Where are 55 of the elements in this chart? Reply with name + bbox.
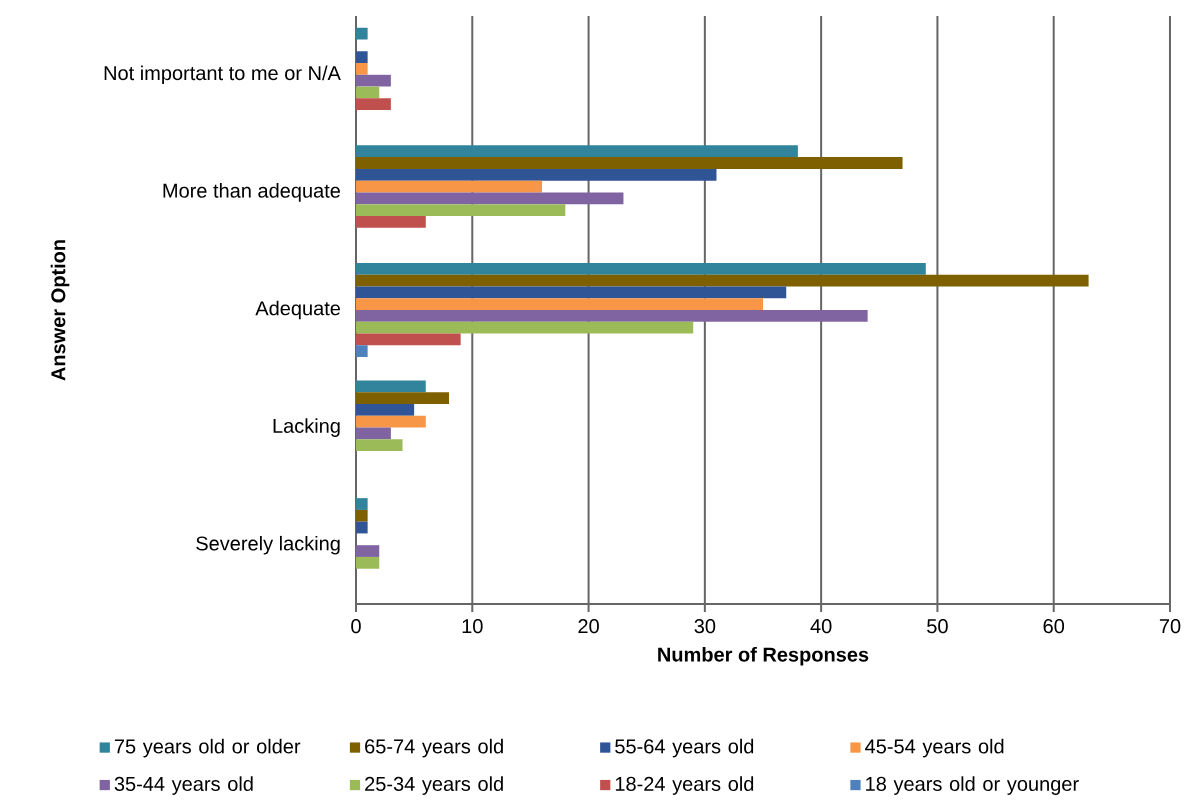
bar	[356, 157, 903, 169]
x-tick-label: 20	[578, 619, 599, 634]
bar	[356, 192, 624, 205]
legend-label: 18 years old or younger	[866, 776, 1079, 795]
x-tick-label: 10	[462, 619, 483, 634]
bar	[356, 404, 415, 416]
bar	[356, 392, 450, 405]
bar	[356, 51, 368, 64]
y-tick-label: Adequate	[255, 300, 341, 320]
bar	[356, 498, 368, 510]
bar	[356, 545, 380, 557]
bar	[356, 298, 763, 310]
bar	[356, 27, 368, 40]
bar	[356, 180, 543, 193]
bar	[356, 262, 926, 275]
bar	[356, 63, 368, 75]
bar	[356, 333, 461, 346]
x-tick-label: 50	[927, 619, 948, 634]
x-tick-label: 70	[1159, 619, 1181, 634]
legend-label: 45-54 years old	[865, 738, 1004, 758]
bar	[356, 427, 391, 440]
y-tick-label: Severely lacking	[196, 535, 340, 555]
x-axis-title: Number of Responses	[658, 646, 869, 666]
bar	[356, 286, 787, 299]
bar	[356, 204, 566, 216]
bar	[356, 310, 868, 322]
x-tick-label: 40	[810, 619, 832, 634]
bar	[356, 556, 380, 569]
x-tick-label: 30	[694, 619, 716, 634]
x-tick-label: 0	[351, 619, 361, 634]
bar	[356, 274, 1089, 287]
bar	[356, 521, 368, 534]
bar	[356, 215, 426, 228]
bar	[356, 98, 391, 111]
bar	[356, 509, 368, 522]
bar	[356, 380, 426, 393]
y-axis-title: Answer Option	[50, 240, 70, 381]
legend-label: 35-44 years old	[114, 776, 253, 795]
x-tick-label: 60	[1043, 619, 1065, 634]
y-tick-label: More than adequate	[163, 183, 340, 202]
bar	[356, 74, 391, 87]
bar	[356, 439, 403, 452]
bar	[356, 86, 380, 99]
bar	[356, 168, 717, 181]
y-tick-label: Lacking	[273, 418, 340, 437]
legend-label: 65-74 years old	[365, 738, 503, 758]
bar	[356, 321, 694, 334]
y-tick-label: Not important to me or N/A	[104, 65, 341, 85]
legend-label: 25-34 years old	[365, 776, 503, 795]
legend-label: 55-64 years old	[615, 738, 754, 758]
bar	[356, 145, 798, 158]
bar	[356, 415, 426, 428]
legend-label: 75 years old or older	[114, 738, 301, 758]
legend-label: 18-24 years old	[615, 776, 754, 795]
bar	[356, 345, 368, 358]
